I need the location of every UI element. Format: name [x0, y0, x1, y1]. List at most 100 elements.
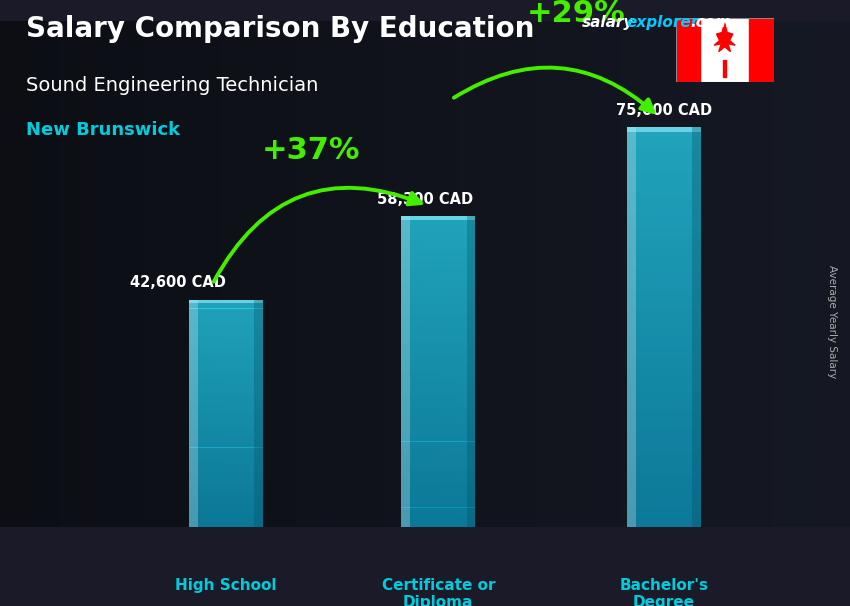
Bar — [401, 426, 475, 430]
Bar — [401, 302, 475, 305]
Bar — [401, 449, 475, 453]
Bar — [401, 500, 475, 504]
Bar — [189, 439, 263, 442]
FancyArrowPatch shape — [214, 188, 421, 282]
Bar — [189, 376, 263, 379]
Bar — [626, 178, 701, 182]
Bar — [189, 413, 263, 416]
Bar — [626, 172, 701, 178]
Bar — [626, 437, 701, 442]
Polygon shape — [714, 23, 735, 52]
Bar — [626, 347, 701, 352]
Bar — [401, 481, 475, 484]
Bar — [189, 521, 263, 524]
Bar — [401, 247, 475, 251]
Bar — [189, 311, 263, 314]
Bar — [626, 237, 701, 242]
Bar — [189, 507, 263, 510]
Bar — [626, 232, 701, 238]
Bar — [189, 408, 263, 411]
Bar — [401, 379, 475, 384]
Text: Certificate or
Diploma: Certificate or Diploma — [382, 578, 495, 606]
Bar — [189, 379, 263, 382]
Bar — [401, 457, 475, 461]
Bar — [189, 487, 263, 490]
Bar — [467, 216, 475, 527]
Bar — [189, 513, 263, 516]
Bar — [626, 472, 701, 477]
Bar — [626, 442, 701, 447]
Bar — [401, 496, 475, 500]
Bar — [189, 382, 263, 385]
Bar — [626, 192, 701, 198]
Bar — [626, 432, 701, 437]
Bar — [626, 392, 701, 397]
FancyArrowPatch shape — [454, 67, 654, 112]
Bar — [401, 298, 475, 302]
Bar — [189, 308, 263, 311]
Bar — [189, 328, 263, 331]
Bar — [189, 300, 197, 527]
Bar — [189, 428, 263, 430]
Bar — [189, 419, 263, 422]
Bar — [626, 147, 701, 152]
Bar — [626, 397, 701, 402]
Bar — [401, 484, 475, 488]
Bar — [189, 442, 263, 445]
Text: Bachelor's
Degree: Bachelor's Degree — [620, 578, 709, 606]
Bar — [401, 278, 475, 282]
Bar — [401, 492, 475, 496]
Bar — [401, 259, 475, 263]
Bar — [189, 524, 263, 527]
Bar — [189, 340, 263, 342]
Bar — [401, 271, 475, 275]
Bar — [189, 510, 263, 513]
Bar — [189, 496, 263, 499]
Bar — [401, 255, 475, 259]
Bar — [626, 218, 701, 222]
Bar — [749, 18, 774, 82]
Bar — [626, 412, 701, 417]
Bar — [626, 447, 701, 452]
Bar — [626, 142, 701, 147]
Bar — [189, 447, 263, 450]
Bar — [189, 396, 263, 399]
Bar — [401, 216, 475, 220]
Bar — [626, 387, 701, 392]
Bar — [189, 345, 263, 348]
Bar — [626, 272, 701, 277]
Bar — [401, 216, 410, 527]
Bar — [626, 242, 701, 247]
Bar — [626, 367, 701, 372]
Bar — [401, 220, 475, 224]
Bar — [626, 152, 701, 158]
Bar — [401, 410, 475, 415]
Bar — [626, 357, 701, 362]
Bar — [626, 247, 701, 252]
Bar — [401, 434, 475, 438]
Text: High School: High School — [175, 578, 276, 593]
Bar — [401, 321, 475, 325]
Bar — [189, 362, 263, 365]
Bar — [626, 127, 636, 527]
Bar — [401, 244, 475, 247]
Text: Average Yearly Salary: Average Yearly Salary — [827, 265, 837, 378]
Bar — [401, 442, 475, 445]
Bar — [626, 302, 701, 307]
Bar — [626, 317, 701, 322]
Bar — [189, 399, 263, 402]
Bar — [401, 387, 475, 391]
Bar — [189, 354, 263, 357]
Bar — [401, 402, 475, 407]
Bar — [626, 187, 701, 192]
Bar — [626, 507, 701, 512]
Bar — [401, 504, 475, 508]
Bar — [626, 482, 701, 487]
Bar — [189, 490, 263, 493]
Bar — [189, 459, 263, 462]
Bar — [626, 297, 701, 302]
Bar — [676, 18, 700, 82]
Bar — [189, 300, 263, 303]
Bar — [626, 227, 701, 232]
Bar — [401, 286, 475, 290]
